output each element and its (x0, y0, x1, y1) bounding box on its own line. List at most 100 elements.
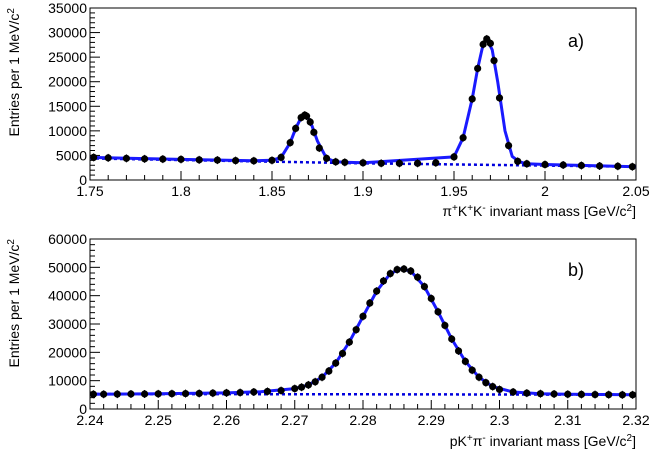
data-point (318, 373, 326, 381)
data-point (614, 162, 622, 170)
data-point (420, 283, 429, 291)
data-point (154, 390, 162, 398)
x-tick-label: 1.9 (353, 183, 373, 199)
data-point (393, 266, 401, 274)
data-point (325, 367, 333, 375)
data-point (159, 155, 167, 163)
data-point (127, 390, 135, 398)
data-point (113, 390, 121, 398)
y-tick-label: 20000 (48, 74, 87, 90)
data-point (236, 388, 244, 397)
axis-ticks-a (89, 7, 637, 181)
panel-label-b: b) (568, 260, 584, 280)
y-tick-label: 35000 (48, 0, 87, 16)
data-point (352, 326, 360, 334)
x-tick-label: 2.24 (76, 412, 103, 428)
data-point (168, 390, 176, 398)
data-point (395, 159, 403, 167)
y-axis-title-a: Entries per 1 MeV/c2 (6, 8, 22, 137)
plot-frame-a (89, 7, 637, 181)
data-point (475, 373, 483, 381)
data-point (104, 154, 112, 162)
data-point (268, 156, 276, 164)
data-point (628, 391, 637, 399)
data-point (577, 390, 586, 399)
axis-ticks-b (89, 238, 637, 410)
y-tick-label: 0 (79, 172, 87, 188)
data-point (495, 385, 504, 394)
data-point (448, 335, 456, 343)
data-point (486, 39, 494, 47)
data-point (559, 161, 567, 169)
y-tick-label: 0 (79, 401, 87, 417)
data-point (490, 56, 498, 65)
data-point (341, 158, 349, 166)
data-point (332, 158, 340, 166)
data-point (377, 159, 385, 167)
data-point (479, 40, 487, 48)
x-tick-label: 2.05 (622, 183, 649, 199)
data-point (359, 159, 367, 167)
y-tick-label: 30000 (48, 25, 87, 41)
data-point (291, 385, 299, 393)
y-tick-label: 60000 (48, 231, 87, 247)
x-tick-label: 1.85 (258, 183, 285, 199)
data-point (141, 390, 149, 398)
x-axis-title-b: pK+π- invariant mass [GeV/c2] (450, 433, 636, 449)
data-point (315, 144, 323, 152)
data-point (509, 388, 517, 396)
x-tick-label: 2.32 (622, 412, 649, 428)
data-point (177, 155, 185, 163)
data-point (332, 359, 340, 367)
data-point (468, 366, 476, 374)
data-point (306, 118, 314, 126)
data-point (450, 153, 458, 161)
y-tick-label: 5000 (56, 147, 87, 163)
data-point (514, 157, 522, 165)
data-point (400, 265, 408, 273)
plot-marks-a (89, 34, 637, 171)
tick-labels-b: 2.24 2.25 2.26 2.27 2.28 2.29 2.3 2.31 2.32 0 1000… (48, 231, 650, 428)
x-tick-label: 2.28 (349, 412, 376, 428)
data-point (181, 389, 190, 398)
y-tick-label: 25000 (48, 49, 87, 65)
data-point (311, 378, 319, 386)
x-tick-label: 1.8 (171, 183, 191, 199)
y-tick-label: 30000 (48, 316, 87, 332)
data-point (373, 287, 381, 295)
plot-frame-b (89, 238, 637, 410)
data-point (232, 156, 240, 165)
data-point (122, 154, 130, 162)
data-point (277, 153, 285, 161)
total-fit-line (89, 267, 637, 397)
data-point (297, 383, 306, 391)
data-point (89, 390, 98, 398)
data-point (468, 95, 476, 103)
data-point (304, 381, 312, 389)
data-point (459, 134, 467, 142)
data-point (474, 64, 482, 73)
y-tick-label: 10000 (48, 373, 87, 389)
data-point (366, 299, 374, 307)
x-tick-label: 2.3 (490, 412, 510, 428)
data-point (523, 389, 531, 397)
tick-labels-a: 1.75 1.8 1.85 1.9 1.95 2 2.05 0 5000 10000 15000 20… (48, 0, 650, 199)
data-point (414, 273, 422, 281)
data-point (345, 338, 353, 346)
y-tick-label: 10000 (48, 123, 87, 139)
x-tick-label: 1.95 (440, 183, 467, 199)
data-point (213, 156, 221, 164)
y-tick-label: 15000 (48, 98, 87, 114)
data-point (90, 153, 98, 161)
data-point (489, 383, 497, 391)
data-point (263, 387, 272, 396)
data-point (407, 267, 415, 275)
data-point (461, 357, 469, 365)
panel-b: 2.24 2.25 2.26 2.27 2.28 2.29 2.3 2.31 2.32 0 1000… (6, 231, 650, 449)
data-point (292, 124, 300, 132)
data-point (286, 139, 294, 147)
data-point (618, 391, 626, 399)
data-point (495, 94, 504, 102)
data-point (541, 160, 549, 169)
data-point (454, 347, 463, 355)
